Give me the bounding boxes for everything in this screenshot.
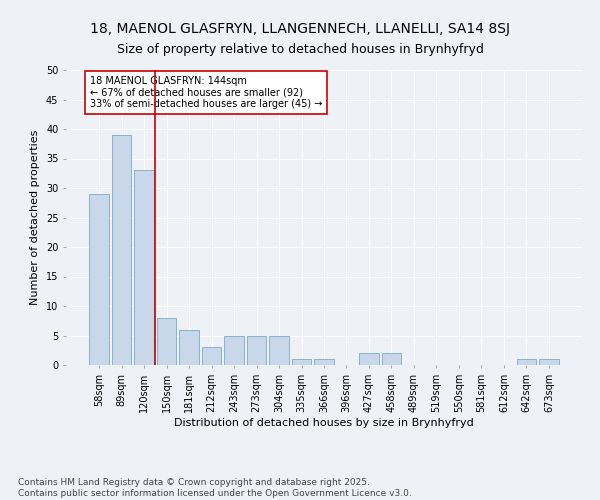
- Text: 18 MAENOL GLASFRYN: 144sqm
← 67% of detached houses are smaller (92)
33% of semi: 18 MAENOL GLASFRYN: 144sqm ← 67% of deta…: [90, 76, 322, 109]
- Bar: [157, 318, 176, 365]
- Bar: [224, 336, 244, 365]
- Bar: [202, 348, 221, 365]
- Bar: [314, 359, 334, 365]
- Bar: [292, 359, 311, 365]
- Bar: [134, 170, 154, 365]
- X-axis label: Distribution of detached houses by size in Brynhyfryd: Distribution of detached houses by size …: [174, 418, 474, 428]
- Bar: [359, 353, 379, 365]
- Bar: [269, 336, 289, 365]
- Text: Contains HM Land Registry data © Crown copyright and database right 2025.
Contai: Contains HM Land Registry data © Crown c…: [18, 478, 412, 498]
- Bar: [382, 353, 401, 365]
- Y-axis label: Number of detached properties: Number of detached properties: [31, 130, 40, 305]
- Bar: [179, 330, 199, 365]
- Bar: [89, 194, 109, 365]
- Text: 18, MAENOL GLASFRYN, LLANGENNECH, LLANELLI, SA14 8SJ: 18, MAENOL GLASFRYN, LLANGENNECH, LLANEL…: [90, 22, 510, 36]
- Bar: [517, 359, 536, 365]
- Bar: [539, 359, 559, 365]
- Bar: [247, 336, 266, 365]
- Text: Size of property relative to detached houses in Brynhyfryd: Size of property relative to detached ho…: [116, 42, 484, 56]
- Bar: [112, 135, 131, 365]
